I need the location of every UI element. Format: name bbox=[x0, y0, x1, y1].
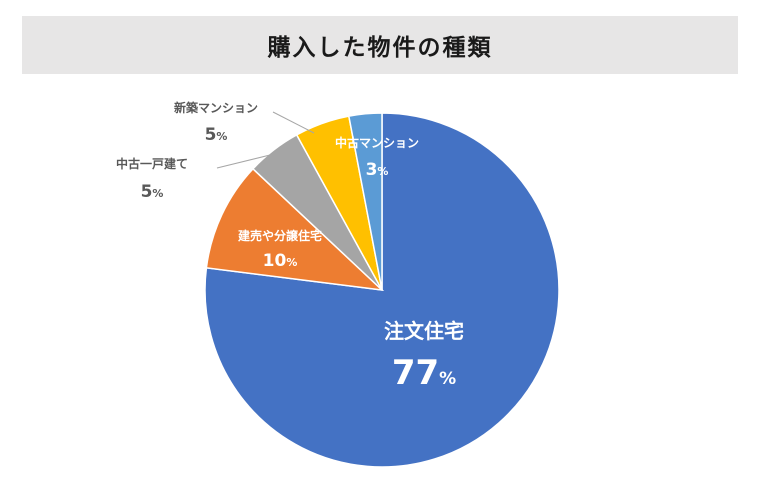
label-used-condo-name: 中古マンション bbox=[335, 135, 419, 150]
label-used-house-value: 5% bbox=[141, 182, 164, 202]
label-new-condo-name: 新築マンション bbox=[174, 100, 258, 115]
slice-used-condo bbox=[347, 112, 383, 291]
slice-order-built-house bbox=[204, 112, 560, 468]
label-ready-built-house-value: 10% bbox=[263, 251, 298, 271]
label-new-condo-value: 5% bbox=[205, 125, 228, 145]
label-used-house-name: 中古一戸建て bbox=[116, 156, 188, 171]
label-used-house-leader-line bbox=[216, 154, 271, 169]
label-new-condo-leader-line bbox=[272, 111, 315, 134]
label-ready-built-house-name: 建売や分譲住宅 bbox=[237, 228, 322, 243]
label-order-built-house-value: 77% bbox=[392, 353, 456, 393]
slice-ready-built-house bbox=[205, 167, 385, 292]
chart-title-bar: 購入した物件の種類 bbox=[22, 16, 738, 74]
label-order-built-house-name: 注文住宅 bbox=[384, 319, 464, 343]
label-used-condo-value: 3% bbox=[366, 160, 389, 180]
chart-title: 購入した物件の種類 bbox=[267, 35, 493, 61]
